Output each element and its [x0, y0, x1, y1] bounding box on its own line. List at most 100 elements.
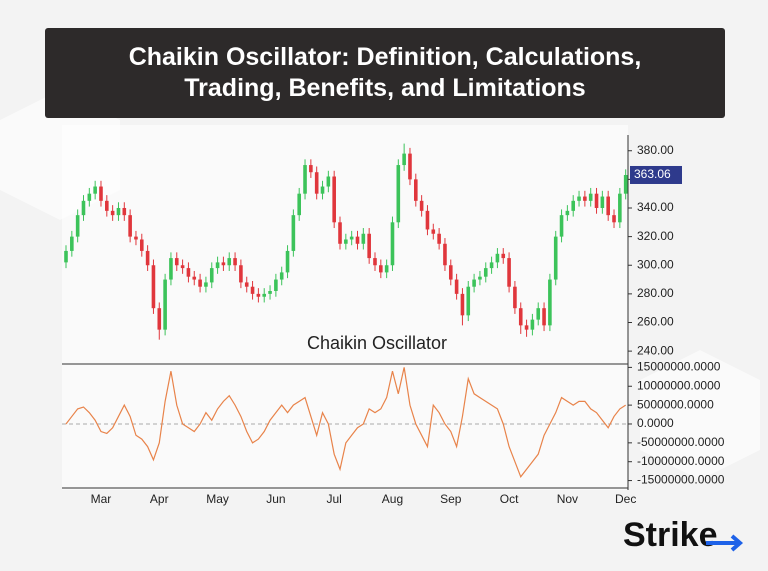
candle-body	[75, 215, 80, 237]
y-tick-label: 240.00	[637, 343, 674, 357]
candle-body	[291, 215, 296, 251]
candle-body	[373, 258, 377, 266]
candle-body	[139, 239, 144, 251]
candle-body	[355, 236, 360, 244]
x-tick-label: Jun	[266, 492, 285, 506]
candle-body	[256, 293, 261, 297]
y-tick-label: 0.0000	[637, 416, 674, 430]
candle-body	[344, 239, 348, 244]
candle-body	[297, 193, 301, 216]
candle-body	[303, 165, 307, 194]
candle-body	[472, 279, 476, 287]
y-tick-label: 340.00	[637, 200, 674, 214]
candle-body	[180, 265, 185, 269]
candle-body	[215, 262, 220, 269]
candle-body	[105, 200, 109, 211]
last-price-tag	[630, 165, 682, 184]
y-tick-label: 10000000.0000	[637, 378, 721, 392]
candle-body	[128, 215, 132, 237]
candle-body	[332, 176, 336, 223]
y-tick-label: 280.00	[637, 286, 674, 300]
x-tick-label: Nov	[557, 492, 578, 506]
x-tick-label: Oct	[500, 492, 519, 506]
candle-body	[600, 196, 605, 208]
candle-body	[460, 293, 465, 316]
candle-body	[361, 233, 366, 244]
candle-body	[64, 250, 68, 263]
plot-area	[62, 125, 628, 490]
candle-body	[239, 265, 243, 283]
candle-body	[448, 265, 453, 280]
candle-body	[116, 207, 121, 216]
candle-body	[274, 279, 278, 292]
y-tick-label: 15000000.0000	[637, 360, 721, 374]
candle-body	[221, 262, 226, 266]
candle-body	[478, 276, 482, 280]
y-tick-label: 380.00	[637, 143, 674, 157]
candle-body	[559, 215, 564, 237]
candle-body	[524, 325, 529, 330]
candle-body	[583, 196, 587, 201]
candle-body	[151, 265, 156, 309]
candle-body	[548, 279, 552, 326]
candle-body	[204, 282, 208, 287]
oscillator-line	[65, 367, 627, 479]
x-tick-label: Mar	[91, 492, 112, 506]
candle-body	[157, 308, 162, 330]
candle-body	[379, 265, 383, 273]
last-price-label: 363.06	[634, 167, 671, 181]
candle-body	[536, 308, 541, 320]
candle-body	[174, 258, 179, 266]
hexagon	[640, 350, 760, 480]
candle-body	[145, 250, 150, 266]
candle-body	[367, 233, 371, 259]
candle-body	[466, 286, 471, 316]
x-tick-label: Sep	[440, 492, 462, 506]
candle-body	[588, 193, 593, 201]
candle-body	[186, 268, 191, 277]
x-tick-label: May	[206, 492, 229, 506]
y-tick-label: 260.00	[637, 315, 674, 329]
candle-body	[425, 210, 430, 230]
candle-body	[431, 229, 436, 234]
candle-body	[122, 207, 127, 216]
candle-body	[513, 286, 517, 309]
candle-body	[70, 236, 74, 251]
y-tick-label: -50000000.0000	[637, 435, 725, 449]
oscillator-title: Chaikin Oscillator	[307, 333, 447, 353]
x-tick-label: Aug	[382, 492, 403, 506]
candle-body	[338, 222, 342, 244]
candle-body	[384, 265, 389, 273]
candle-body	[495, 253, 500, 263]
candle-body	[501, 253, 506, 259]
candle-body	[618, 193, 622, 223]
candle-body	[443, 243, 447, 266]
candle-body	[198, 279, 202, 287]
title-banner: Chaikin Oscillator: Definition, Calculat…	[45, 28, 725, 118]
candle-body	[192, 276, 197, 280]
candle-body	[169, 258, 173, 280]
x-tick-label: Jul	[327, 492, 342, 506]
candle-body	[518, 308, 523, 326]
candle-body	[489, 262, 494, 269]
candle-body	[326, 176, 331, 187]
candle-body	[285, 250, 290, 273]
candle-body	[209, 268, 214, 283]
candle-body	[623, 174, 628, 194]
candle-body	[244, 282, 249, 287]
candle-body	[483, 268, 488, 277]
brand-logo: Strike	[623, 516, 718, 554]
candle-body	[309, 165, 313, 173]
y-tick-label: -10000000.0000	[637, 454, 725, 468]
candle-body	[553, 236, 558, 280]
candle-body	[565, 210, 570, 216]
candle-body	[414, 179, 418, 201]
candle-body	[314, 172, 319, 194]
y-tick-label: 5000000.0000	[637, 397, 714, 411]
candle-body	[227, 258, 232, 266]
candle-body	[99, 186, 103, 201]
candle-body	[110, 210, 115, 216]
candle-body	[279, 272, 284, 280]
candle-body	[612, 215, 616, 223]
